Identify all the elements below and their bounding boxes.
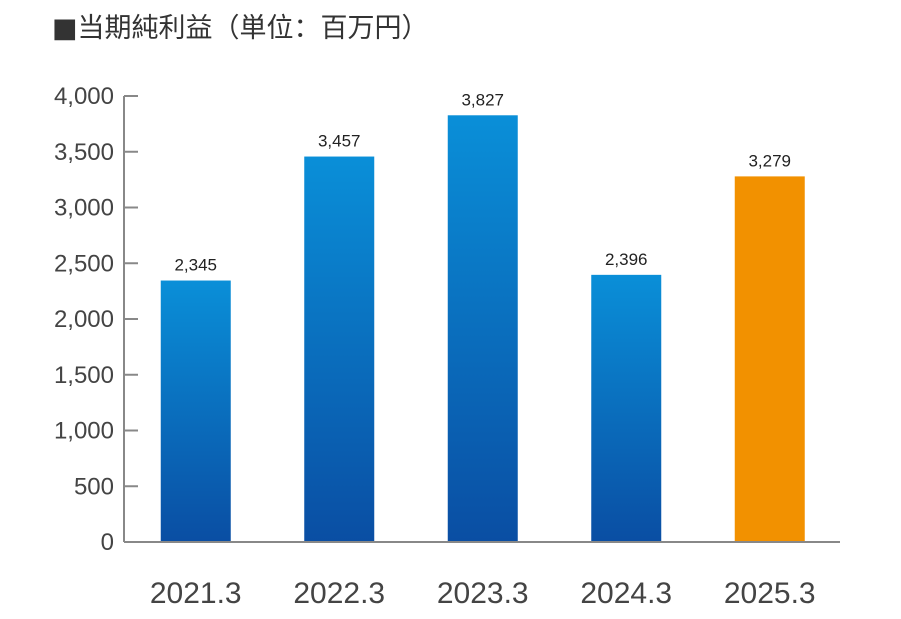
data-label: 3,827 — [461, 90, 504, 109]
x-tick-label: 2025.3 — [724, 577, 816, 610]
data-label: 3,457 — [318, 132, 361, 151]
bar — [304, 156, 375, 542]
y-tick-label: 1,000 — [54, 418, 114, 445]
x-tick-label: 2024.3 — [580, 577, 672, 610]
y-tick-label: 4,000 — [54, 83, 114, 110]
bar — [734, 176, 805, 543]
chart-title: ■当期純利益（単位：百万円） — [52, 13, 429, 44]
data-label: 3,279 — [748, 151, 791, 170]
y-axis: 0 500 1,000 1,500 2,000 2,500 3,000 3,500 4,000 — [54, 83, 138, 556]
y-tick-label: 3,500 — [54, 139, 114, 166]
y-tick-label: 3,000 — [54, 195, 114, 222]
data-label: 2,396 — [605, 250, 648, 269]
data-label: 2,345 — [174, 256, 217, 275]
y-tick-label: 2,000 — [54, 306, 114, 333]
x-tick-label: 2022.3 — [293, 577, 385, 610]
bars: 2,345 3,457 3,827 2,396 3,279 — [160, 90, 805, 543]
x-tick-label: 2021.3 — [150, 577, 242, 610]
x-tick-label: 2023.3 — [437, 577, 529, 610]
y-tick-label: 2,500 — [54, 250, 114, 277]
bar — [160, 280, 231, 542]
y-tick-label: 500 — [74, 473, 114, 500]
y-tick-label: 1,500 — [54, 362, 114, 389]
y-tick-label: 0 — [101, 529, 114, 556]
bar — [447, 115, 518, 543]
x-axis: 2021.3 2022.3 2023.3 2024.3 2025.3 — [124, 541, 840, 610]
bar — [591, 274, 662, 542]
